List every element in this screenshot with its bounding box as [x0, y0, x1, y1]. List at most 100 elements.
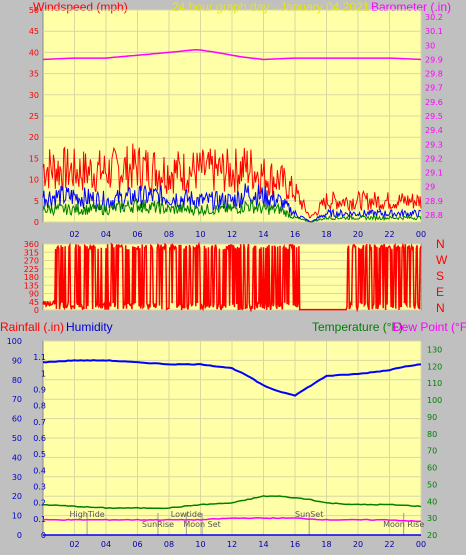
rainfall-tick-label: 0.7 — [33, 418, 46, 427]
barometer-tick-label: 29.5 — [425, 112, 443, 121]
humidity-tick-label: 20 — [12, 492, 22, 501]
direction-tick-label: 270 — [24, 257, 39, 266]
compass-label: S — [436, 269, 444, 283]
lower-x-tick-label: 08 — [164, 540, 174, 549]
barometer-tick-label: 28.9 — [425, 197, 443, 206]
windspeed-tick-label: 0 — [34, 218, 39, 227]
temperature-tick-label: 100 — [427, 396, 442, 405]
lower-x-tick-label: 00 — [416, 540, 426, 549]
lower-x-tick-label: 16 — [290, 540, 300, 549]
upper-x-tick-label: 12 — [227, 230, 237, 239]
compass-label: W — [436, 253, 448, 267]
rainfall-tick-label: 1.1 — [33, 353, 46, 362]
upper-x-tick-label: 00 — [416, 230, 426, 239]
upper-x-tick-label: 16 — [290, 230, 300, 239]
lower-x-tick-label: 22 — [384, 540, 394, 549]
lower-x-tick-label: 06 — [132, 540, 142, 549]
rainfall-tick-label: 0.2 — [33, 499, 46, 508]
lower-chart-group: 02 04 06 08 10 12 14 16 18 20 22 000102030405060708… — [7, 337, 443, 549]
humidity-tick-label: 90 — [12, 356, 22, 365]
upper-x-tick-label: 22 — [384, 230, 394, 239]
rainfall-tick-label: 0.5 — [33, 450, 46, 459]
humidity-axis-title: Humidity — [66, 320, 113, 334]
humidity-tick-label: 0 — [17, 531, 22, 540]
rainfall-tick-label: 0.8 — [33, 402, 46, 411]
direction-tick-label: 0 — [34, 306, 39, 315]
direction-tick-label: 225 — [24, 265, 39, 274]
barometer-tick-label: 30 — [425, 41, 435, 50]
wind-direction-line — [42, 241, 422, 313]
barometer-tick-label: 30.2 — [425, 13, 443, 22]
barometer-tick-label: 28.8 — [425, 211, 443, 220]
event-marker-label: SunSet — [295, 510, 323, 519]
temperature-tick-label: 110 — [427, 379, 442, 388]
direction-tick-label: 135 — [24, 281, 39, 290]
temperature-tick-label: 40 — [427, 497, 437, 506]
temperature-tick-label: 120 — [427, 362, 442, 371]
humidity-tick-label: 50 — [12, 434, 22, 443]
temperature-tick-label: 30 — [427, 514, 437, 523]
windspeed-low-line — [42, 198, 422, 223]
direction-tick-label: 45 — [29, 298, 39, 307]
windspeed-tick-label: 15 — [29, 154, 39, 163]
event-marker-label: Lowtide — [171, 510, 202, 519]
temperature-tick-label: 20 — [427, 531, 437, 540]
direction-tick-label: 360 — [24, 240, 39, 249]
barometer-tick-label: 29.2 — [425, 154, 443, 163]
rainfall-tick-label: 0.3 — [33, 483, 46, 492]
temperature-tick-label: 80 — [427, 430, 437, 439]
rainfall-tick-label: 0.4 — [33, 466, 46, 475]
barometer-axis-title: Barometer (.in) — [371, 0, 451, 14]
humidity-line — [42, 359, 422, 397]
windspeed-tick-label: 10 — [29, 176, 39, 185]
event-marker-label: Moon Rise — [383, 520, 424, 529]
event-marker-label: HighTide — [69, 510, 104, 519]
humidity-tick-label: 10 — [12, 512, 22, 521]
windspeed-tick-label: 35 — [29, 70, 39, 79]
humidity-tick-label: 80 — [12, 376, 22, 385]
compass-label: N — [436, 237, 445, 251]
upper-x-tick-label: 10 — [195, 230, 205, 239]
dewpoint-line — [42, 517, 422, 523]
upper-x-tick-label: 20 — [353, 230, 363, 239]
windspeed-tick-label: 25 — [29, 112, 39, 121]
windspeed-tick-label: 40 — [29, 48, 39, 57]
barometer-tick-label: 29.4 — [425, 126, 443, 135]
temperature-axis-title: Temperature (°F) — [312, 320, 403, 334]
humidity-tick-label: 60 — [12, 415, 22, 424]
barometer-tick-label: 30.1 — [425, 27, 443, 36]
windspeed-tick-label: 45 — [29, 27, 39, 36]
graph-title: 24 hour graph day - January 04 2021 — [172, 0, 370, 14]
upper-x-tick-label: 08 — [164, 230, 174, 239]
direction-tick-label: 315 — [24, 248, 39, 257]
lower-x-tick-label: 02 — [69, 540, 79, 549]
humidity-tick-label: 30 — [12, 473, 22, 482]
lower-x-tick-label: 10 — [195, 540, 205, 549]
barometer-line — [42, 48, 422, 61]
lower-x-tick-label: 20 — [353, 540, 363, 549]
barometer-tick-label: 29.3 — [425, 140, 443, 149]
rainfall-axis-title: Rainfall (.in) — [0, 320, 64, 334]
upper-x-tick-label: 04 — [101, 230, 111, 239]
temperature-tick-label: 50 — [427, 480, 437, 489]
windspeed-tick-label: 20 — [29, 133, 39, 142]
upper-x-tick-label: 14 — [258, 230, 268, 239]
event-marker-label: Moon Set — [183, 520, 220, 529]
direction-tick-label: 90 — [29, 290, 39, 299]
temperature-tick-label: 60 — [427, 464, 437, 473]
lower-x-tick-label: 18 — [321, 540, 331, 549]
barometer-tick-label: 29.8 — [425, 70, 443, 79]
rainfall-tick-label: 0.1 — [33, 515, 46, 524]
direction-tick-label: 180 — [24, 273, 39, 282]
windspeed-axis-title: Windspeed (mph) — [33, 0, 128, 14]
rainfall-tick-label: 1 — [41, 369, 46, 378]
windspeed-gust-line — [42, 143, 422, 219]
barometer-tick-label: 29.6 — [425, 98, 443, 107]
rainfall-tick-label: 0.9 — [33, 386, 46, 395]
upper-x-tick-label: 06 — [132, 230, 142, 239]
compass-label: E — [436, 285, 444, 299]
upper-x-tick-label: 02 — [69, 230, 79, 239]
humidity-tick-label: 70 — [12, 395, 22, 404]
